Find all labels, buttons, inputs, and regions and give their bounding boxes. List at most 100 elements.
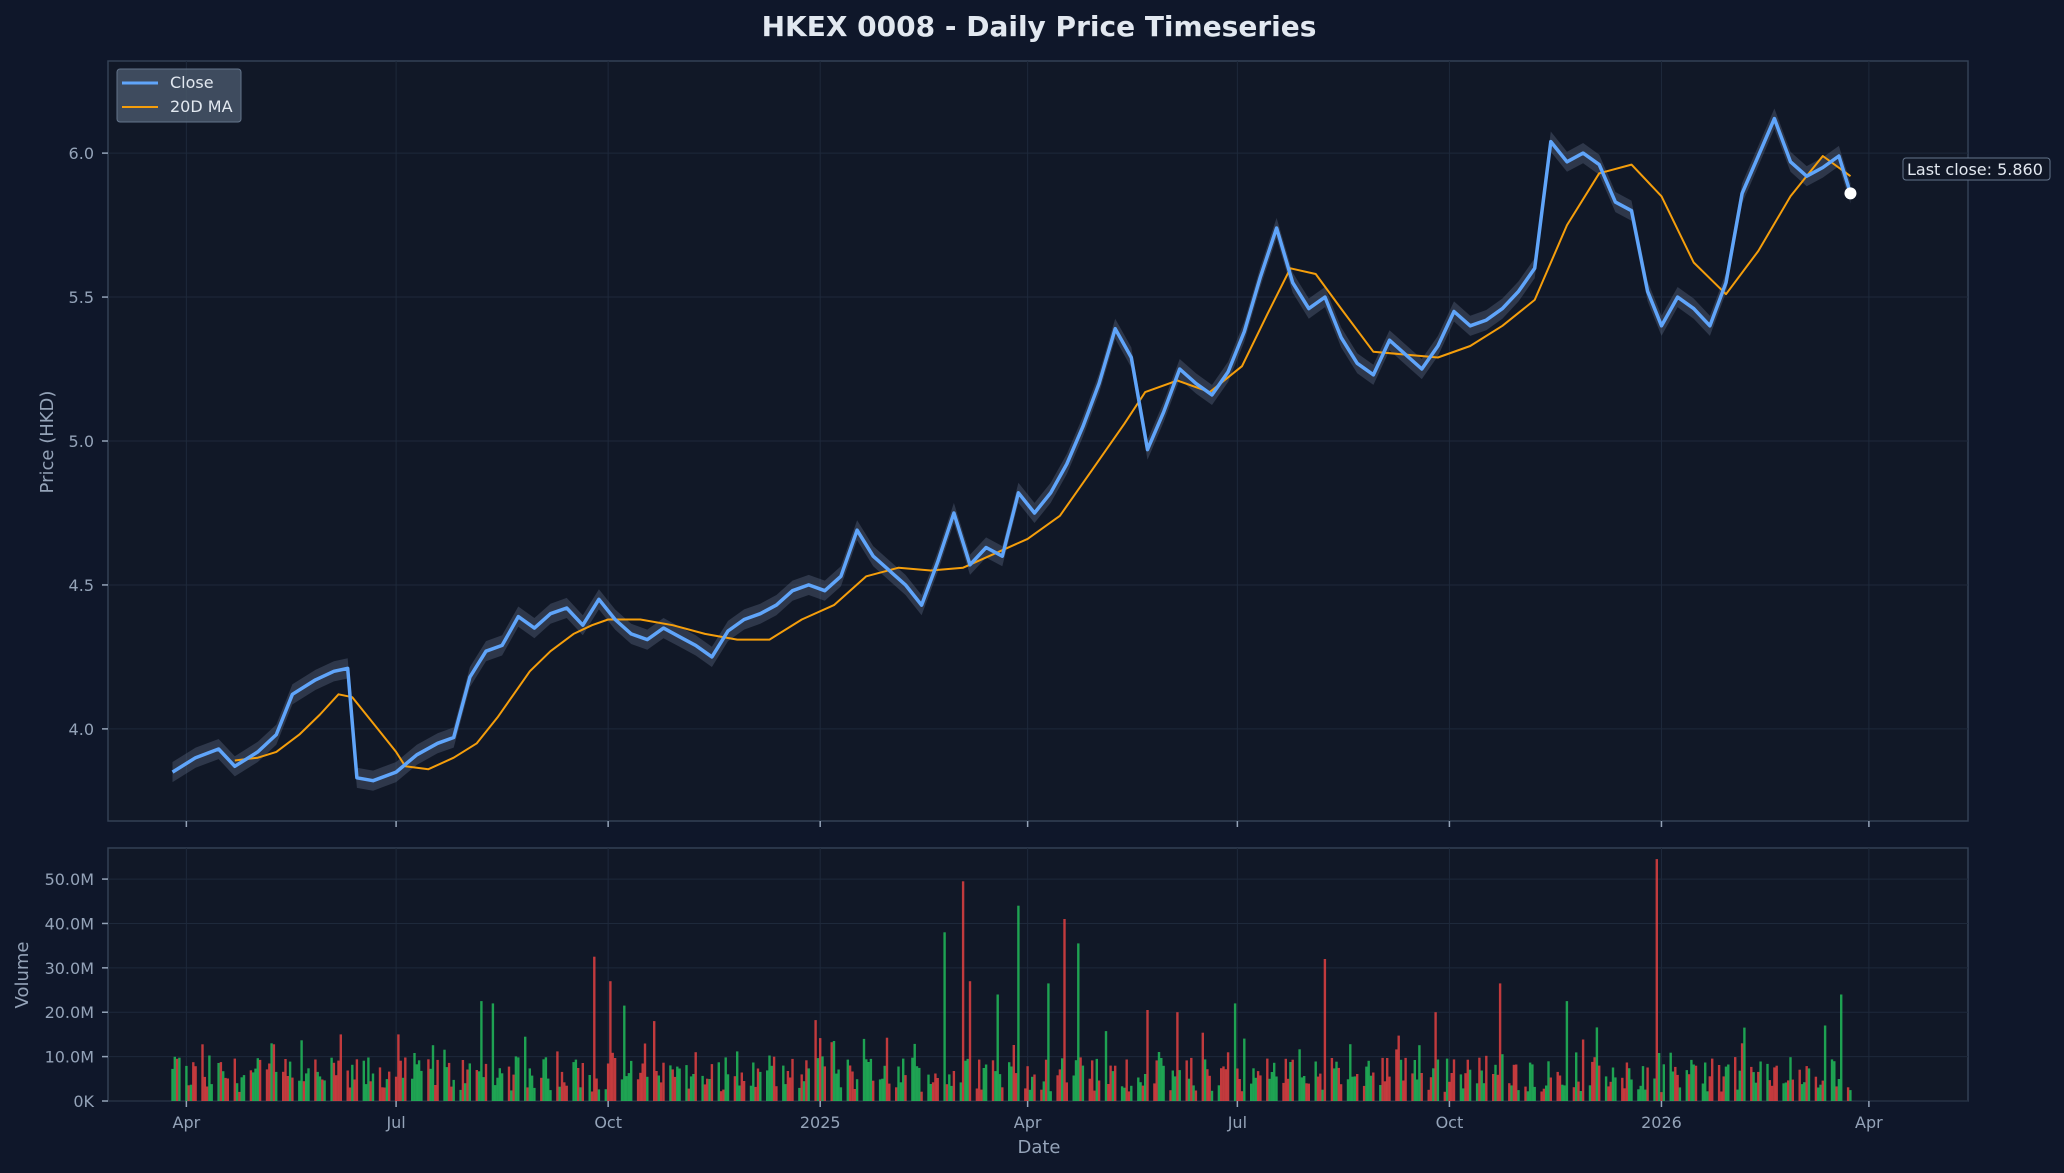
volume-bar [383,1087,386,1101]
x-tick-label: Apr [173,1113,201,1132]
volume-bar [217,1063,220,1101]
volume-bar [1757,1071,1760,1101]
volume-bar [756,1068,760,1101]
volume-bar [1254,1077,1257,1101]
volume-bar [593,956,596,1101]
volume-bar [208,1055,211,1101]
volume-bar [724,1057,727,1101]
volume-bar [814,1020,817,1101]
volume-bar [512,1074,515,1101]
volume-bar [443,1049,446,1101]
volume-bar [1575,1052,1578,1101]
volume-bar [1817,1087,1820,1101]
volume-bar [510,1090,513,1101]
volume-bar [1837,1079,1841,1101]
volume-bar [288,1061,292,1101]
volume-bar [185,1065,188,1101]
volume-bar [1784,1082,1788,1101]
volume-bar [1591,1061,1594,1101]
volume-bar [1657,1053,1661,1101]
volume-bar [888,1083,891,1101]
x-tick-label: Apr [1014,1113,1042,1132]
volume-bar [1012,1045,1015,1101]
volume-bar [1655,859,1658,1101]
volume-bar [171,1068,174,1101]
volume-bar [964,1060,967,1101]
volume-bar [1238,1079,1241,1101]
volume-bar [869,1058,873,1101]
volume-bar [1256,1071,1260,1101]
volume-bar [1678,1087,1682,1101]
volume-bar [950,1085,953,1101]
volume-bar [1671,1071,1675,1101]
volume-bar [226,1078,229,1101]
volume-bar [1031,1076,1034,1101]
volume-bar [1114,1065,1117,1101]
volume-bar [413,1053,416,1101]
volume-bar [1185,1060,1188,1101]
last-close-annotation: Last close: 5.860 [1844,157,2051,200]
volume-bar [1289,1062,1292,1101]
legend: Close 20D MA [116,68,242,123]
volume-bar [1081,1065,1085,1101]
volume-bar [1609,1081,1612,1101]
volume-bar [726,1074,730,1101]
volume-bar [613,1058,617,1101]
volume-bars [171,859,1852,1101]
volume-bar [1413,1060,1416,1101]
volume-bar [388,1071,391,1101]
volume-bar [1687,1074,1691,1101]
volume-bar [1445,1058,1449,1101]
volume-bar [669,1065,672,1101]
volume-bar [1625,1062,1629,1101]
volume-bar [1595,1027,1599,1101]
volume-bar [1305,1083,1308,1101]
volume-bar [254,1068,257,1101]
volume-bar [1399,1059,1403,1101]
volume-bar [1549,1077,1552,1101]
volume-bar [1692,1064,1695,1101]
volume-bar [434,1085,437,1101]
volume-bar [1533,1086,1536,1101]
volume-bar [1243,1038,1246,1101]
volume-bar [224,1077,227,1101]
volume-bar [948,1074,951,1101]
volume-bar [316,1071,319,1101]
volume-bar [1208,1075,1211,1101]
volume-bar [867,1062,870,1101]
volume-bar [461,1060,465,1101]
volume-bar [1107,1084,1110,1101]
volume-bar [1001,1087,1004,1101]
volume-bar [1291,1059,1294,1101]
volume-bar [1268,1078,1271,1101]
volume-bar [687,1088,690,1101]
volume-bar [1415,1079,1419,1101]
x-tick-label: 2025 [800,1113,841,1132]
volume-bar [1008,1062,1011,1101]
volume-bar [427,1059,430,1101]
volume-bar [872,1080,875,1101]
volume-bar [480,1001,483,1101]
volume-bar [798,1087,801,1101]
volume-bar [1395,1049,1398,1101]
volume-bar [353,1079,356,1101]
volume-bar [256,1058,259,1101]
volume-bar [240,1077,243,1101]
volume-bar [807,1068,810,1101]
volume-y-tick-label: 0K [73,1092,94,1111]
volume-bar [1178,1070,1181,1101]
volume-bar [233,1058,236,1101]
volume-bar [1266,1058,1269,1101]
volume-bar [1369,1075,1373,1101]
volume-bar [1512,1064,1516,1101]
volume-bar [332,1062,336,1101]
volume-bar [1614,1077,1617,1101]
volume-y-label: Volume [12,942,33,1009]
volume-bar [1706,1091,1709,1101]
volume-bar [581,1063,584,1101]
volume-bar [1770,1085,1774,1101]
volume-bar [1768,1080,1771,1101]
volume-bar [1010,1066,1013,1101]
volume-bar [934,1073,937,1101]
